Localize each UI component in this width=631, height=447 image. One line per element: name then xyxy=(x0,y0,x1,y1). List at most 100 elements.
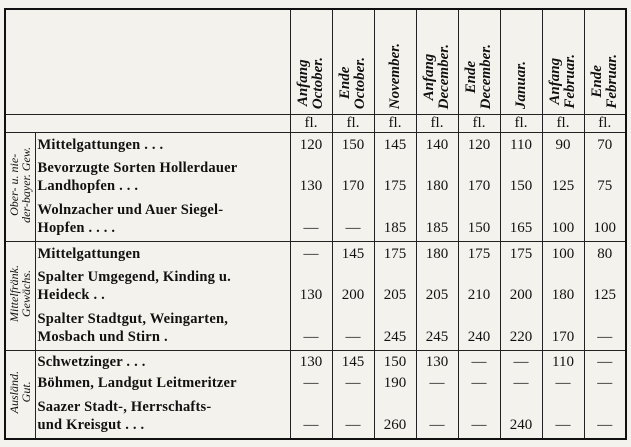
column-header-text: Ende December. xyxy=(463,44,494,109)
group-label-text: Ausländ. Gut. xyxy=(7,371,34,413)
price-cell: 100 xyxy=(583,194,626,242)
row-label: Wolnzacher und Auer Siegel- Hopfen . . . … xyxy=(34,194,290,242)
column-header: November. xyxy=(373,9,416,115)
price-cell: — xyxy=(583,303,626,351)
header-line: December. xyxy=(436,43,452,109)
unit: fl. xyxy=(331,114,374,133)
price-cell: — xyxy=(415,371,458,392)
row-label-line: Schwetzinger . . . xyxy=(37,354,146,371)
row-label-line: Spalter Stadtgut, Weingarten, xyxy=(37,310,229,327)
price-cell: 170 xyxy=(331,153,374,195)
price-cell: 110 xyxy=(499,132,542,154)
document: Anfang October. Ende October. November. Anfan… xyxy=(4,8,627,440)
column-header: Anfang Februar. xyxy=(541,9,584,115)
price-cell: 70 xyxy=(583,132,626,154)
price-cell: 150 xyxy=(457,194,500,242)
row-label-line: Mosbach und Stirn . xyxy=(37,328,168,345)
column-header-text: Anfang Februar. xyxy=(547,54,578,109)
price-cell: 180 xyxy=(415,241,458,263)
column-header-text: Ende October. xyxy=(337,56,368,109)
price-cell: 130 xyxy=(289,262,332,304)
price-cell: 125 xyxy=(541,153,584,195)
price-table: Anfang October. Ende October. November. Anfan… xyxy=(4,8,627,440)
price-cell: 185 xyxy=(373,194,416,242)
row-label-line: Heideck . . xyxy=(37,286,105,303)
group-label: Ober- u. nie-der-bayer. Gew. xyxy=(4,132,35,242)
header-line: Januar. xyxy=(512,61,529,109)
column-header: Ende December. xyxy=(457,9,500,115)
header-line: Anfang xyxy=(547,58,563,106)
header-line: Februar. xyxy=(562,54,578,109)
price-cell: 150 xyxy=(373,350,416,372)
header-line: October. xyxy=(310,56,326,109)
price-cell: 75 xyxy=(583,153,626,195)
price-cell: 245 xyxy=(373,303,416,351)
header-line: Februar. xyxy=(603,54,620,109)
price-cell: — xyxy=(499,350,542,372)
row-label: Spalter Umgegend, Kinding u. Heideck . . xyxy=(34,262,290,304)
unit: fl. xyxy=(499,114,542,133)
data-row: Bevorzugte Sorten Hollerdauer Landhopfen … xyxy=(5,153,626,195)
price-cell: — xyxy=(583,371,626,392)
header-line: Anfang xyxy=(295,59,311,107)
column-header: Anfang December. xyxy=(415,9,458,115)
price-cell: 150 xyxy=(499,153,542,195)
price-cell: 185 xyxy=(415,194,458,242)
unit: fl. xyxy=(289,114,332,133)
row-label: Spalter Stadtgut, Weingarten, Mosbach und… xyxy=(34,303,290,351)
price-cell: 80 xyxy=(583,241,626,263)
header-row: Anfang October. Ende October. November. Anfan… xyxy=(4,9,626,115)
column-header-text: Anfang December. xyxy=(421,43,452,109)
data-row: Mittelfränk. Gewächs. Mittelgattungen —145 1… xyxy=(4,241,626,351)
price-cell: 145 xyxy=(331,241,374,263)
price-cell: 220 xyxy=(499,303,542,351)
price-cell: 200 xyxy=(331,262,374,304)
data-row: Spalter Stadtgut, Weingarten, Mosbach und… xyxy=(5,303,626,351)
data-row: Ausländ. Gut. Schwetzinger . . . 130 145 150 1… xyxy=(4,350,626,440)
data-row: Böhmen, Landgut Leitmeritzer — —190— — — — — xyxy=(5,371,626,392)
header-line: October. xyxy=(352,56,368,109)
price-cell: 130 xyxy=(289,350,332,372)
row-label-line: Hopfen . . . . xyxy=(37,219,116,236)
header-line: November. xyxy=(386,42,403,109)
price-cell: 130 xyxy=(415,350,458,372)
price-cell: 130 xyxy=(289,153,332,195)
price-cell: 100 xyxy=(541,194,584,242)
header-line: Anfang xyxy=(421,52,437,100)
column-header: Ende October. xyxy=(331,9,374,115)
unit-blank xyxy=(4,114,290,133)
price-cell: — xyxy=(331,371,374,392)
data-row: Wolnzacher und Auer Siegel- Hopfen . . . … xyxy=(5,194,626,242)
price-cell: — xyxy=(289,371,332,392)
price-cell: — xyxy=(415,391,458,440)
price-cell: 175 xyxy=(457,241,500,263)
row-label-line: Spalter Umgegend, Kinding u. xyxy=(37,268,231,285)
row-label-line: und Kreisgut . . . xyxy=(37,417,145,433)
price-cell: — xyxy=(541,371,584,392)
price-cell: 240 xyxy=(499,391,542,440)
price-cell: 240 xyxy=(457,303,500,351)
unit: fl. xyxy=(541,114,584,133)
header-line: Ende xyxy=(588,65,605,98)
price-cell: 120 xyxy=(457,132,500,154)
group-label: Ausländ. Gut. xyxy=(4,350,35,440)
price-cell: 150 xyxy=(331,132,374,154)
price-cell: 110 xyxy=(541,350,584,372)
data-row: Ober- u. nie-der-bayer. Gew. Mittelgattun… xyxy=(4,132,626,242)
price-cell: 170 xyxy=(541,303,584,351)
group-label-text: Mittelfränk. Gewächs. xyxy=(7,265,33,322)
price-cell: 180 xyxy=(541,262,584,304)
row-label: Mittelgattungen . . . xyxy=(34,132,290,154)
price-cell: — xyxy=(289,391,332,440)
price-cell: 180 xyxy=(415,153,458,195)
header-blank xyxy=(4,9,290,115)
row-label: Schwetzinger . . . xyxy=(34,350,290,372)
unit: fl. xyxy=(457,114,500,133)
group-label-line: Gut. xyxy=(19,381,34,403)
column-header-text: Januar. xyxy=(512,61,529,109)
group-label: Mittelfränk. Gewächs. xyxy=(4,241,35,351)
price-cell: 90 xyxy=(541,132,584,154)
unit: fl. xyxy=(373,114,416,133)
row-label-line: Wolnzacher und Auer Siegel- xyxy=(37,201,224,218)
